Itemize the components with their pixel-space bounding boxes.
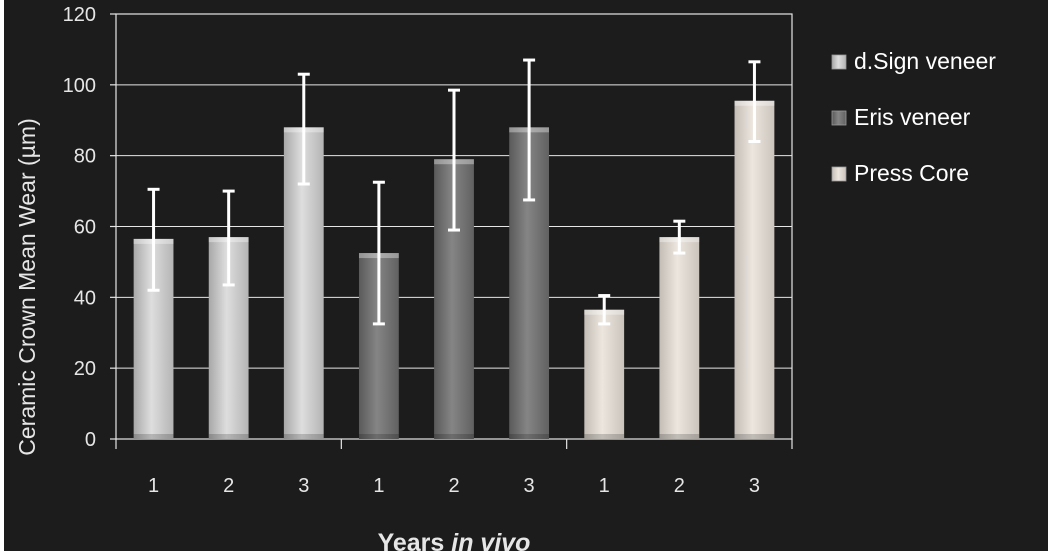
legend-label: d.Sign veneer [854, 48, 996, 74]
x-tick-label: 3 [298, 475, 309, 497]
x-tick-label: 1 [373, 475, 384, 497]
bar-base-shade [659, 434, 700, 439]
y-tick-label: 0 [85, 429, 96, 451]
bar-base-shade [133, 434, 174, 439]
bar-base-shade [734, 434, 775, 439]
legend-label: Press Core [854, 160, 969, 186]
y-tick-label: 20 [74, 358, 96, 380]
legend-swatch [831, 166, 847, 182]
bar [584, 309, 625, 439]
bar-base-shade [434, 434, 474, 439]
legend-swatch [831, 110, 847, 126]
x-tick-label: 3 [749, 475, 760, 497]
error-bars [147, 58, 761, 326]
y-tick-label: 80 [74, 146, 96, 168]
x-axis-label-text: Years [378, 529, 452, 551]
x-axis: 1 2 3 1 2 3 1 2 3 [115, 439, 793, 497]
y-tick-label: 60 [74, 217, 96, 239]
x-axis-label-italic: in vivo [451, 529, 530, 551]
bar-base-shade [358, 434, 399, 439]
y-tick-label: 120 [63, 4, 96, 26]
x-tick-label: 2 [448, 475, 459, 497]
y-tick-label: 40 [74, 287, 96, 309]
chart-background: 0 20 40 60 80 100 120 1 2 3 1 2 3 1 2 3 Ceramic Crown … [4, 0, 1048, 551]
bar-base-shade [208, 434, 249, 439]
bar-base-shade [584, 434, 625, 439]
legend-label: Eris veneer [854, 104, 971, 130]
y-axis: 0 20 40 60 80 100 120 [63, 4, 116, 451]
bar [734, 100, 775, 439]
bar-chart: 0 20 40 60 80 100 120 1 2 3 1 2 3 1 2 3 Ceramic Crown … [14, 4, 996, 551]
bar [659, 237, 700, 439]
x-tick-label: 2 [223, 475, 234, 497]
x-axis-label: Years in vivo [378, 529, 531, 551]
legend: d.Sign veneer Eris veneer Press Core [831, 48, 996, 186]
legend-swatch [831, 54, 847, 70]
bar-base-shade [283, 434, 324, 439]
bar-base-shade [509, 434, 550, 439]
x-tick-label: 2 [674, 475, 685, 497]
x-tick-label: 3 [524, 475, 535, 497]
x-tick-label: 1 [148, 475, 159, 497]
y-tick-label: 100 [63, 75, 96, 97]
y-axis-label: Ceramic Crown Mean Wear (µm) [14, 118, 40, 455]
x-tick-label: 1 [599, 475, 610, 497]
